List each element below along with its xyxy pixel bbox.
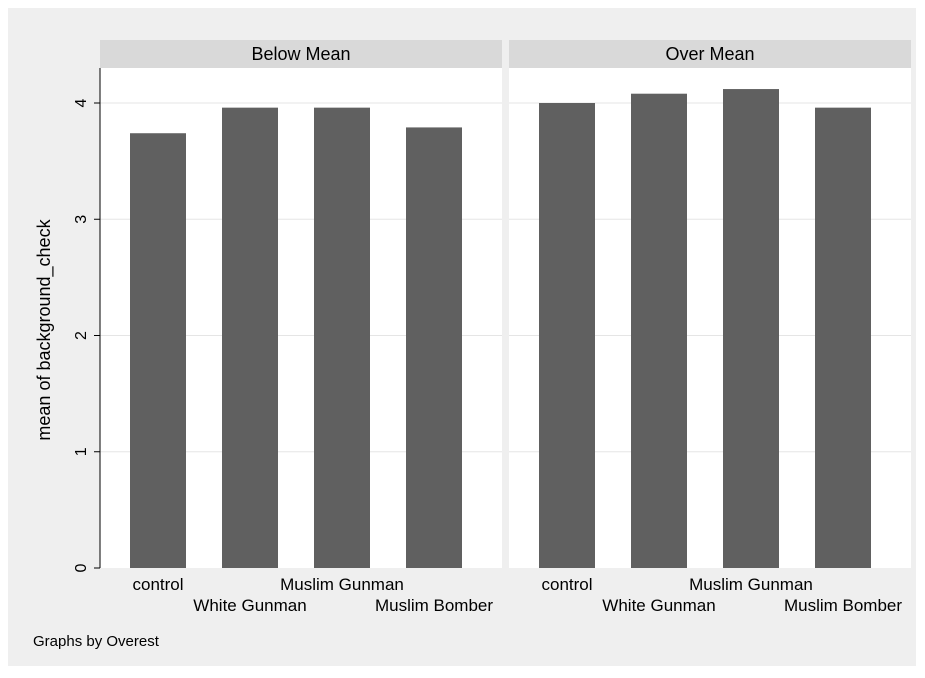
category-label: White Gunman [602, 596, 715, 615]
category-label: Muslim Bomber [784, 596, 902, 615]
category-label: White Gunman [193, 596, 306, 615]
panel-2: Over Mean control White Gunman Muslim Gunma… [509, 40, 911, 615]
bar-2 [631, 93, 687, 568]
category-label: Muslim Gunman [689, 575, 813, 594]
y-tick-label: 4 [73, 98, 90, 107]
bar-1 [130, 133, 186, 568]
y-tick-label: 1 [73, 447, 90, 456]
category-label: control [132, 575, 183, 594]
y-axis-label: mean of background_check [34, 218, 55, 440]
panel-title: Over Mean [665, 44, 754, 64]
category-label: control [541, 575, 592, 594]
bar-4 [406, 127, 462, 568]
panel-strip [509, 40, 911, 68]
category-label: Muslim Gunman [280, 575, 404, 594]
bar-1 [539, 103, 595, 568]
panel-title: Below Mean [251, 44, 350, 64]
panel-strip [100, 40, 502, 68]
panels-layer: Below Mean control White Gunman Muslim Gunm… [73, 40, 911, 615]
y-tick-label: 2 [73, 331, 90, 340]
graphs-by-note: Graphs by Overest [33, 633, 160, 650]
panel-1: Below Mean control White Gunman Muslim Gunm… [73, 40, 502, 615]
bar-2 [222, 107, 278, 569]
bar-3 [314, 107, 370, 569]
bar-4 [815, 107, 871, 569]
y-tick-label: 0 [73, 563, 90, 572]
category-label: Muslim Bomber [375, 596, 493, 615]
bar-3 [723, 89, 779, 569]
y-tick-label: 3 [73, 215, 90, 224]
